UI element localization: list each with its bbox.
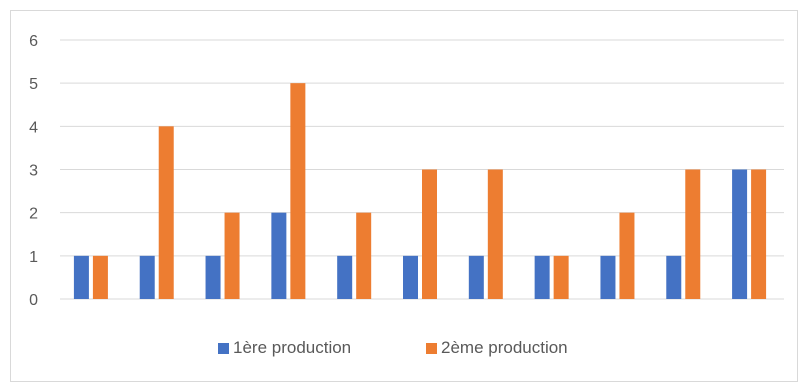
y-tick-label: 2: [29, 206, 38, 223]
y-tick-label: 0: [29, 292, 38, 309]
bar-series2-10: [685, 169, 701, 299]
bar-series1-9: [600, 255, 616, 299]
bar-series1-11: [732, 169, 748, 299]
bar-series1-7: [468, 255, 484, 299]
bar-series2-9: [619, 212, 635, 299]
bar-series1-6: [403, 255, 418, 299]
bar-series1-2: [139, 255, 155, 299]
bar-series1-8: [534, 255, 550, 299]
bar-series2-1: [92, 255, 108, 299]
bar-series1-4: [271, 212, 287, 299]
y-tick-label: 5: [29, 76, 38, 93]
legend: 1ère production 2ème production: [218, 338, 568, 357]
bar-series2-5: [356, 212, 372, 299]
bar-series1-5: [337, 255, 353, 299]
legend-swatch-2: [426, 343, 437, 354]
legend-label-1: 1ère production: [233, 338, 351, 357]
y-tick-label: 6: [29, 33, 38, 50]
y-tick-label: 1: [29, 249, 38, 266]
y-axis-tick-labels: 0 1 2 3 4 5 6: [29, 33, 38, 309]
bar-series1-3: [205, 255, 221, 299]
bar-series2-4: [290, 83, 306, 300]
chart-frame: [10, 10, 798, 382]
bars: [73, 83, 767, 300]
bar-series2-2: [158, 126, 174, 299]
bar-series1-10: [666, 255, 682, 299]
legend-swatch-1: [218, 343, 229, 354]
bar-series1-1: [73, 255, 89, 299]
bar-series2-6: [422, 169, 437, 299]
bar-series2-11: [751, 169, 767, 299]
legend-label-2: 2ème production: [441, 338, 568, 357]
bar-series2-8: [553, 255, 569, 299]
y-tick-label: 3: [29, 163, 38, 180]
bar-series2-7: [487, 169, 503, 299]
gridlines: [60, 39, 784, 300]
bar-series2-3: [224, 212, 240, 299]
y-tick-label: 4: [29, 119, 38, 136]
